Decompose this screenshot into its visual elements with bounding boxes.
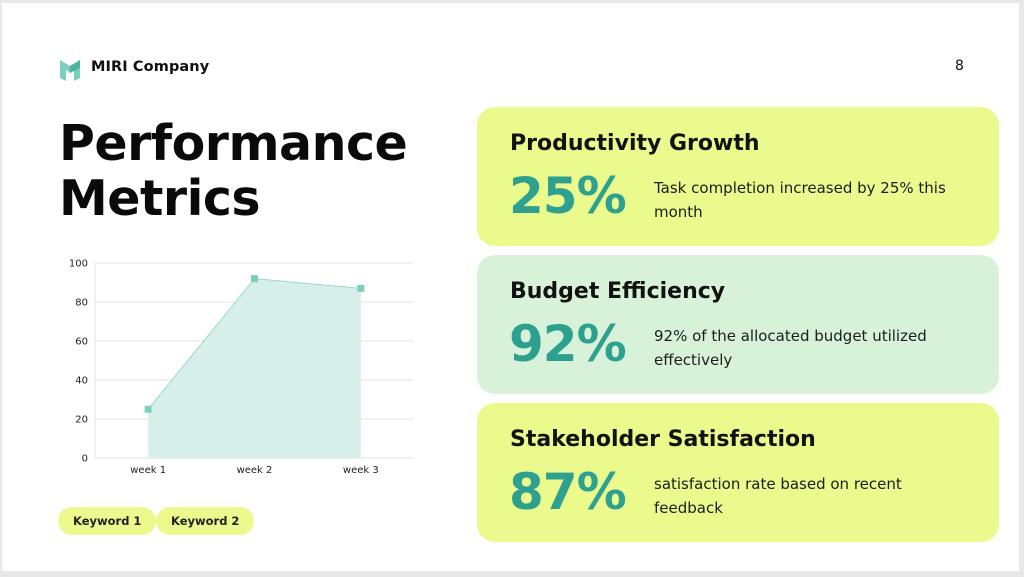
- miri-logo-icon: [60, 60, 80, 81]
- metric-value: 25%: [509, 167, 627, 225]
- x-tick-label: week 3: [343, 465, 379, 476]
- metric-card-productivity: Productivity Growth 25% Task completion …: [477, 107, 999, 246]
- y-tick-label: 100: [69, 259, 88, 270]
- keyword-tag-2: Keyword 2: [156, 507, 255, 535]
- metric-card-budget: Budget Efficiency 92% 92% of the allocat…: [477, 255, 999, 394]
- metric-value: 87%: [509, 463, 627, 521]
- data-point: [357, 284, 365, 292]
- weekly-area-chart: 0 20 40 60 80 100 week 1 week 2 week 3: [69, 259, 414, 476]
- metric-value: 92%: [509, 315, 627, 373]
- metric-title: Stakeholder Satisfaction: [510, 427, 816, 452]
- metric-title: Productivity Growth: [510, 131, 760, 156]
- company-name: MIRI Company: [91, 59, 210, 75]
- page-number: 8: [955, 58, 964, 74]
- data-point: [251, 275, 258, 283]
- y-tick-label: 60: [75, 337, 88, 348]
- page-title-line-2: Metrics: [59, 170, 261, 227]
- metric-description: Task completion increased by 25% this mo…: [654, 179, 946, 221]
- page-title-line-1: Performance: [59, 115, 408, 172]
- metric-description: satisfaction rate based on recent feedba…: [654, 475, 902, 517]
- x-tick-label: week 1: [130, 465, 166, 476]
- metric-card-satisfaction: Stakeholder Satisfaction 87% satisfactio…: [477, 403, 999, 542]
- area-fill: [148, 278, 361, 458]
- keyword-tag-1: Keyword 1: [58, 507, 157, 535]
- slide: MIRI Company 8 Performance Metrics 0 20 40…: [2, 3, 1019, 571]
- page-title: Performance Metrics: [59, 115, 408, 227]
- x-tick-label: week 2: [237, 465, 273, 476]
- y-tick-label: 20: [75, 415, 88, 426]
- metric-title: Budget Efficiency: [510, 279, 726, 304]
- y-tick-label: 0: [82, 454, 88, 465]
- data-point: [144, 405, 152, 413]
- y-tick-label: 40: [75, 376, 88, 387]
- y-tick-label: 80: [75, 298, 88, 309]
- metric-description: 92% of the allocated budget utilized eff…: [654, 327, 927, 369]
